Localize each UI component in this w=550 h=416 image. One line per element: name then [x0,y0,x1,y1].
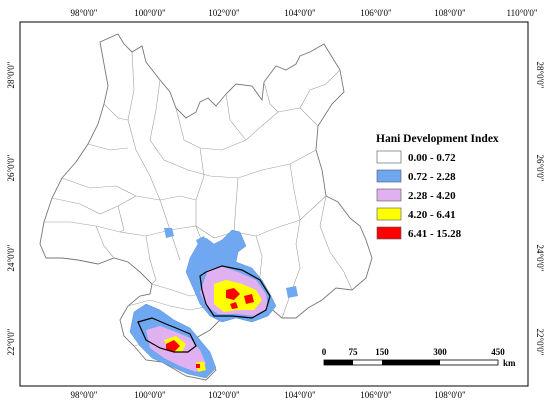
right-tick-26: 26°0'0" [535,155,545,182]
legend-title: Hani Development Index [376,133,499,145]
scale-segment-1 [324,360,353,365]
zone-blue-patch-2 [164,228,174,238]
legend-swatch-3 [376,188,402,202]
bottom-tick-labels: 98°0'0" 100°0'0" 102°0'0" 104°0'0" 106°0… [71,390,466,400]
legend-item-3: 2.28 - 4.20 [376,188,456,202]
zone-red-south-2 [196,364,200,368]
bottom-tick-100: 100°0'0" [134,390,166,400]
top-tick-100: 100°0'0" [134,8,166,18]
top-tick-98: 98°0'0" [71,8,98,18]
legend-item-1: 0.00 - 0.72 [376,150,456,164]
right-tick-labels: 28°0'0" 26°0'0" 24°0'0" 22°0'0" [535,62,545,356]
left-tick-labels: 28°0'0" 26°0'0" 24°0'0" 22°0'0" [6,61,16,355]
left-tick-22: 22°0'0" [6,328,16,355]
right-tick-24: 24°0'0" [535,245,545,272]
top-tick-110: 110°0'0" [506,8,537,18]
scale-unit: km [503,358,516,368]
legend-label-2: 0.72 - 2.28 [408,171,456,183]
bottom-tick-106: 106°0'0" [360,390,392,400]
legend-swatch-5 [376,226,402,240]
scale-label-300: 300 [433,347,447,357]
prefecture-outlines [137,265,271,353]
scale-segment-3 [382,360,440,365]
legend-swatch-4 [376,207,402,221]
scale-label-450: 450 [491,347,505,357]
zone-red-central-3 [230,302,238,309]
bottom-tick-102: 102°0'0" [208,390,240,400]
legend: Hani Development Index 0.00 - 0.72 0.72 … [376,133,499,240]
index-zones [129,228,298,379]
top-tick-104: 104°0'0" [284,8,316,18]
zone-red-central-1 [226,288,240,300]
bottom-tick-104: 104°0'0" [284,390,316,400]
top-tick-106: 106°0'0" [360,8,392,18]
legend-label-3: 2.28 - 4.20 [408,190,456,202]
legend-item-5: 6.41 - 15.28 [376,226,462,240]
legend-swatch-2 [376,169,402,183]
legend-item-4: 4.20 - 6.41 [376,207,456,221]
right-tick-28: 28°0'0" [535,62,545,89]
zone-red-central-2 [244,294,254,304]
legend-label-1: 0.00 - 0.72 [408,152,456,164]
right-tick-22: 22°0'0" [535,329,545,356]
legend-item-2: 0.72 - 2.28 [376,169,456,183]
legend-label-4: 4.20 - 6.41 [408,209,456,221]
scale-label-0: 0 [322,347,327,357]
left-tick-26: 26°0'0" [6,154,16,181]
top-tick-108: 108°0'0" [434,8,466,18]
top-tick-102: 102°0'0" [208,8,240,18]
top-tick-labels: 98°0'0" 100°0'0" 102°0'0" 104°0'0" 106°0… [71,8,538,18]
province-outline [39,33,373,381]
zone-blue-patch-3 [286,286,298,298]
map-frame [19,21,529,387]
legend-swatch-1 [376,150,402,164]
scale-bar: 0 75 150 300 450 km [322,347,516,368]
bottom-tick-108: 108°0'0" [434,390,466,400]
bottom-tick-98: 98°0'0" [71,390,98,400]
left-tick-24: 24°0'0" [6,244,16,271]
scale-label-150: 150 [375,347,389,357]
left-tick-28: 28°0'0" [6,61,16,88]
zone-blue-patch [196,236,208,250]
scale-label-75: 75 [349,347,359,357]
legend-label-5: 6.41 - 15.28 [408,228,462,240]
zone-red-south-1 [166,340,180,352]
